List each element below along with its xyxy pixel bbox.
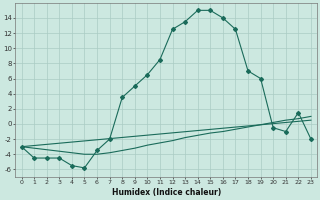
X-axis label: Humidex (Indice chaleur): Humidex (Indice chaleur) (112, 188, 221, 197)
